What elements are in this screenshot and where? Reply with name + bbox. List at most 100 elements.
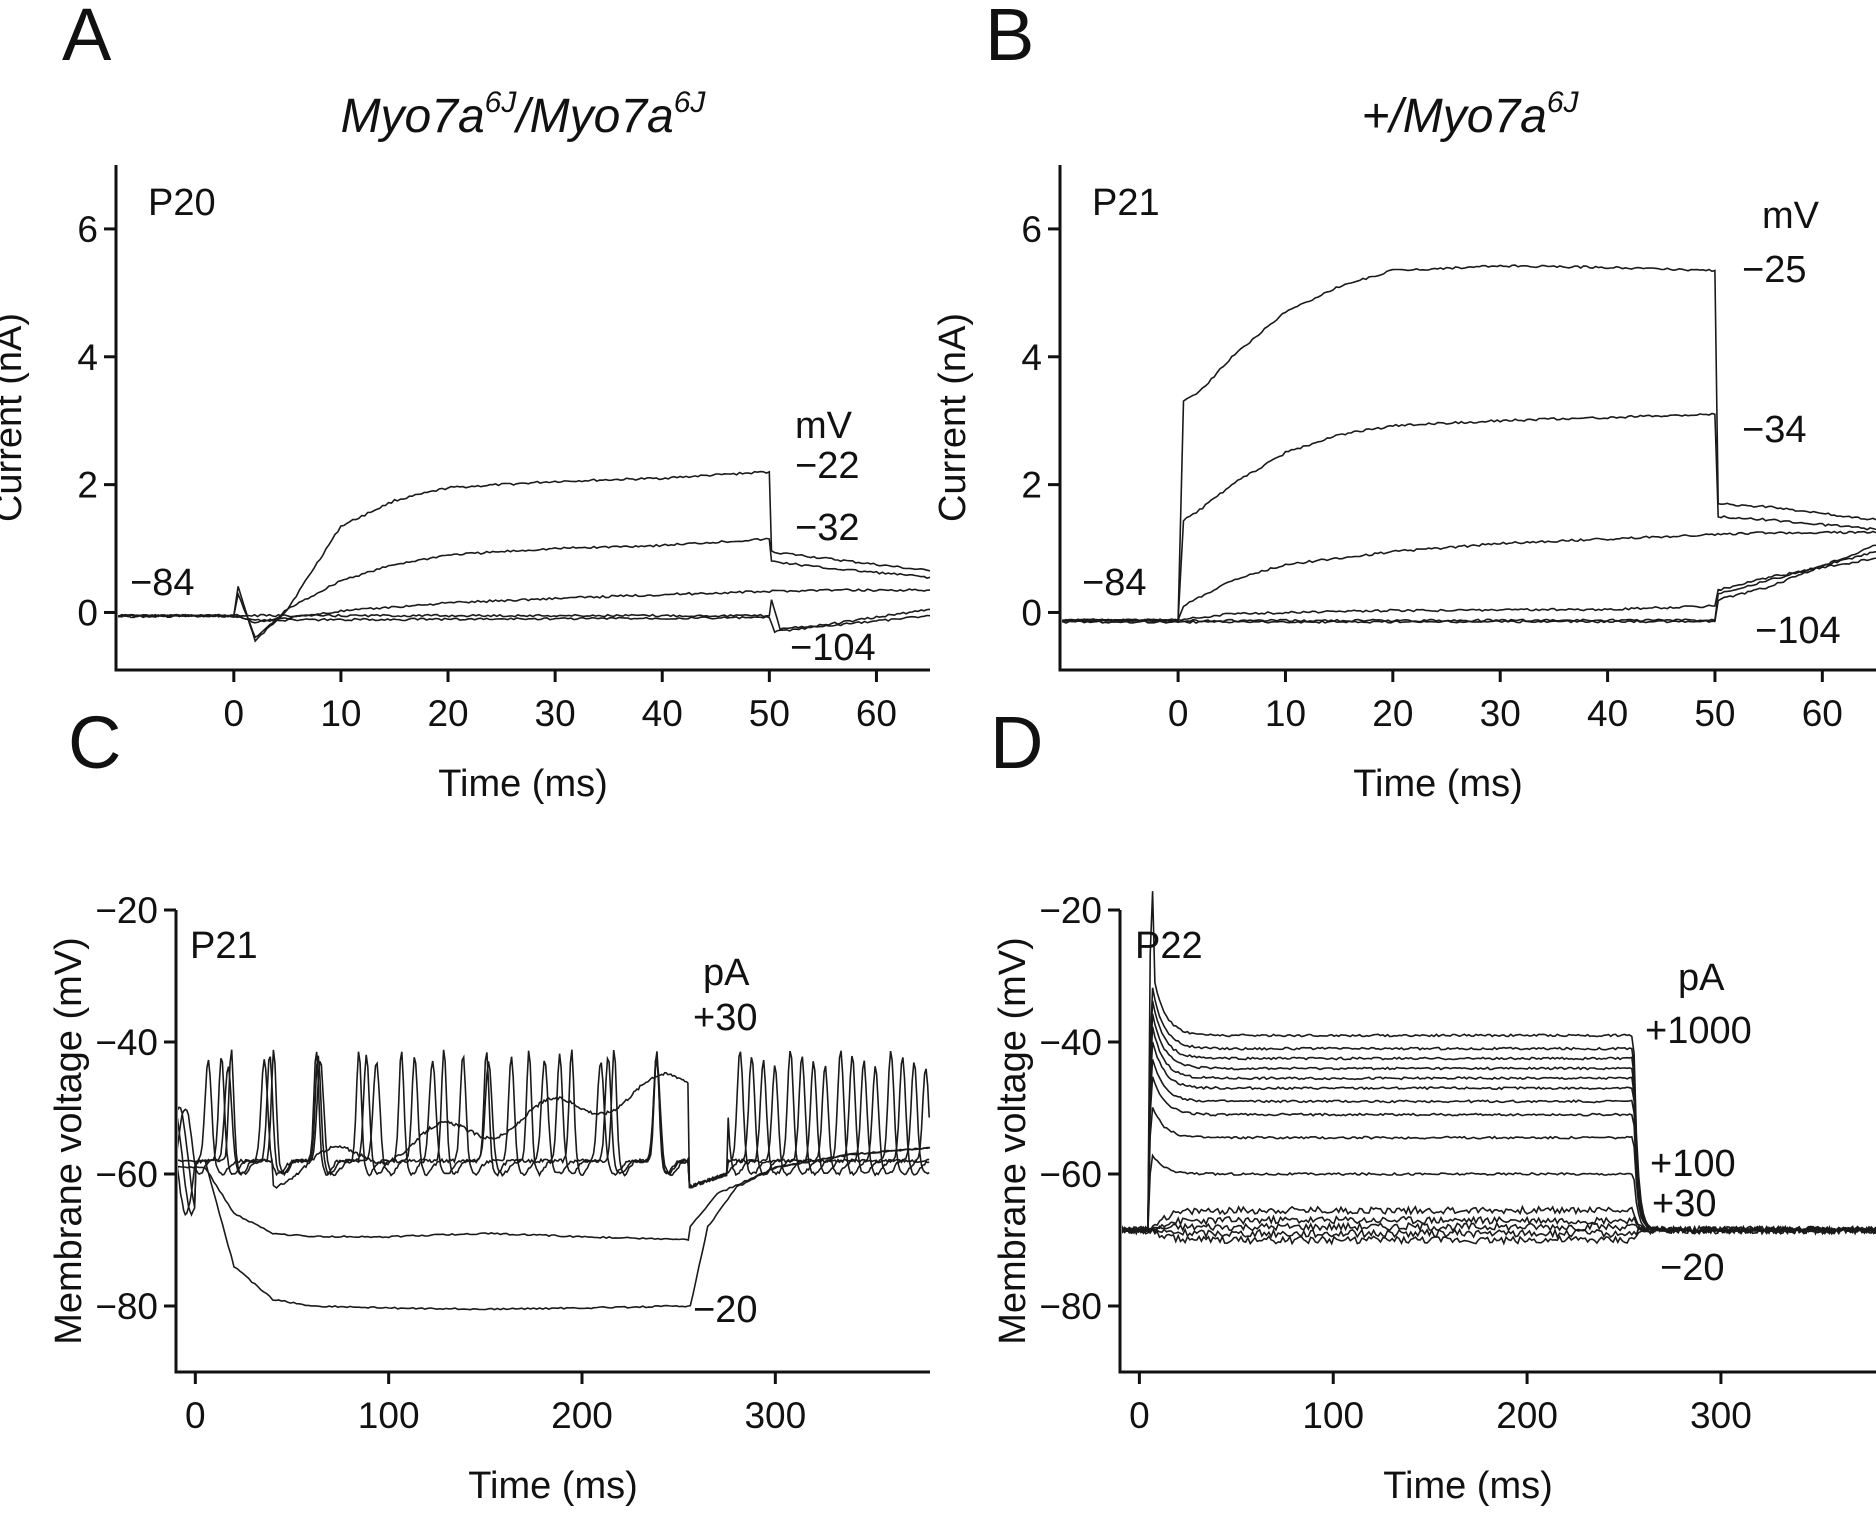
age-label: P20 bbox=[148, 182, 216, 224]
axis-lines bbox=[114, 165, 930, 672]
x-tick-label: 0 bbox=[1129, 1395, 1150, 1436]
x-tick-label: 200 bbox=[1496, 1395, 1558, 1436]
age-label: P21 bbox=[190, 925, 258, 967]
current-trace bbox=[1062, 557, 1876, 623]
y-tick-label: 4 bbox=[1021, 337, 1042, 378]
step-label: −32 bbox=[795, 507, 859, 549]
voltage-trace bbox=[178, 1059, 930, 1217]
traces bbox=[1062, 264, 1876, 625]
panel-letter: A bbox=[62, 0, 112, 76]
y-tick-label: 0 bbox=[77, 592, 98, 633]
y-tick-label: −20 bbox=[1039, 890, 1102, 931]
step-label: −104 bbox=[1755, 610, 1841, 652]
x-tick-label: 300 bbox=[744, 1395, 806, 1436]
y-tick-label: 6 bbox=[1021, 209, 1042, 250]
voltage-trace bbox=[1122, 1214, 1876, 1236]
current-trace bbox=[118, 588, 931, 624]
panel-title: Myo7a6J/Myo7a6J bbox=[341, 86, 707, 143]
y-axis-label: Current (nA) bbox=[932, 313, 974, 522]
current-trace bbox=[1062, 264, 1876, 622]
y-tick-label: −40 bbox=[1039, 1022, 1102, 1063]
voltage-trace bbox=[1122, 1013, 1876, 1233]
step-label: +30 bbox=[693, 997, 757, 1039]
voltage-trace bbox=[1122, 891, 1876, 1233]
y-tick-label: −80 bbox=[95, 1286, 158, 1327]
x-tick-label: 10 bbox=[1265, 693, 1306, 734]
panel-letter: C bbox=[68, 701, 121, 784]
y-axis-label: Current (nA) bbox=[0, 313, 30, 522]
y-axis-label: Membrane voltage (mV) bbox=[48, 937, 90, 1345]
traces bbox=[118, 470, 931, 643]
panel-letter: B bbox=[985, 0, 1034, 76]
units-label: mV bbox=[795, 405, 853, 447]
voltage-trace bbox=[1122, 987, 1876, 1233]
x-tick-label: 10 bbox=[320, 693, 361, 734]
x-tick-label: 0 bbox=[185, 1395, 206, 1436]
x-axis-label: Time (ms) bbox=[468, 1465, 638, 1507]
voltage-trace bbox=[1122, 1224, 1876, 1246]
traces bbox=[1122, 891, 1876, 1246]
x-axis-label: Time (ms) bbox=[1383, 1465, 1553, 1507]
x-tick-label: 60 bbox=[1802, 693, 1843, 734]
step-label: +1000 bbox=[1645, 1010, 1752, 1052]
axis-lines bbox=[1058, 165, 1876, 672]
current-trace bbox=[1062, 550, 1876, 623]
panel-title: +/Myo7a6J bbox=[1361, 86, 1579, 143]
y-tick-label: −60 bbox=[1039, 1154, 1102, 1195]
y-tick-label: −20 bbox=[95, 890, 158, 931]
holding-potential-label: −84 bbox=[130, 562, 194, 604]
current-trace bbox=[118, 599, 931, 631]
x-tick-label: 0 bbox=[1168, 693, 1189, 734]
axis-lines bbox=[1118, 910, 1876, 1374]
panel-D: −80 −60 −40 −20 0 100 200 300 Time (ms) Membrane … bbox=[990, 701, 1876, 1507]
step-label: −34 bbox=[1742, 409, 1806, 451]
y-tick-label: 2 bbox=[1021, 465, 1042, 506]
x-tick-label: 30 bbox=[535, 693, 576, 734]
age-label: P22 bbox=[1135, 925, 1203, 967]
current-trace bbox=[1062, 412, 1876, 623]
step-label: −25 bbox=[1742, 249, 1806, 291]
voltage-trace bbox=[1122, 1225, 1876, 1239]
x-axis-label: Time (ms) bbox=[1353, 763, 1523, 805]
y-tick-label: 6 bbox=[77, 209, 98, 250]
y-tick-label: −80 bbox=[1039, 1286, 1102, 1327]
voltage-trace bbox=[178, 1053, 930, 1207]
x-tick-label: 100 bbox=[358, 1395, 420, 1436]
step-label: −22 bbox=[795, 445, 859, 487]
x-tick-label: 50 bbox=[749, 693, 790, 734]
y-tick-label: 0 bbox=[1021, 592, 1042, 633]
panel-C: −80 −60 −40 −20 0 100 200 300 Time (ms) Membrane … bbox=[48, 701, 931, 1507]
voltage-trace bbox=[1122, 1059, 1876, 1233]
x-tick-label: 300 bbox=[1690, 1395, 1752, 1436]
step-label: −104 bbox=[790, 627, 876, 669]
step-label: +100 bbox=[1650, 1143, 1736, 1185]
x-tick-label: 40 bbox=[642, 693, 683, 734]
axis-lines bbox=[174, 910, 930, 1374]
y-axis-label: Membrane voltage (mV) bbox=[992, 937, 1034, 1345]
voltage-trace bbox=[1122, 1076, 1876, 1233]
x-axis-label: Time (ms) bbox=[438, 763, 608, 805]
age-label: P21 bbox=[1092, 182, 1160, 224]
voltage-trace bbox=[178, 1065, 930, 1217]
current-trace bbox=[118, 470, 931, 643]
x-tick-label: 60 bbox=[856, 693, 897, 734]
x-tick-label: 200 bbox=[551, 1395, 613, 1436]
x-tick-label: 50 bbox=[1694, 693, 1735, 734]
traces bbox=[178, 1049, 931, 1311]
units-label: mV bbox=[1762, 195, 1820, 237]
y-tick-label: −40 bbox=[95, 1022, 158, 1063]
current-trace bbox=[1062, 544, 1876, 625]
current-trace bbox=[118, 537, 931, 639]
y-tick-label: 4 bbox=[77, 337, 98, 378]
x-tick-label: 0 bbox=[224, 693, 245, 734]
x-tick-label: 100 bbox=[1302, 1395, 1364, 1436]
y-tick-label: 2 bbox=[77, 465, 98, 506]
holding-potential-label: −84 bbox=[1082, 562, 1146, 604]
step-label: +30 bbox=[1652, 1183, 1716, 1225]
x-tick-label: 20 bbox=[1372, 693, 1413, 734]
step-label: −20 bbox=[693, 1289, 757, 1331]
units-label: pA bbox=[703, 952, 750, 994]
